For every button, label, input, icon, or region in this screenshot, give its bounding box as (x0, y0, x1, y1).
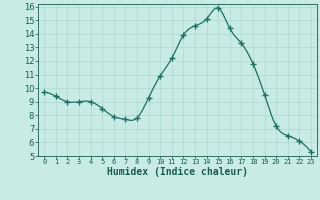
X-axis label: Humidex (Indice chaleur): Humidex (Indice chaleur) (107, 167, 248, 177)
